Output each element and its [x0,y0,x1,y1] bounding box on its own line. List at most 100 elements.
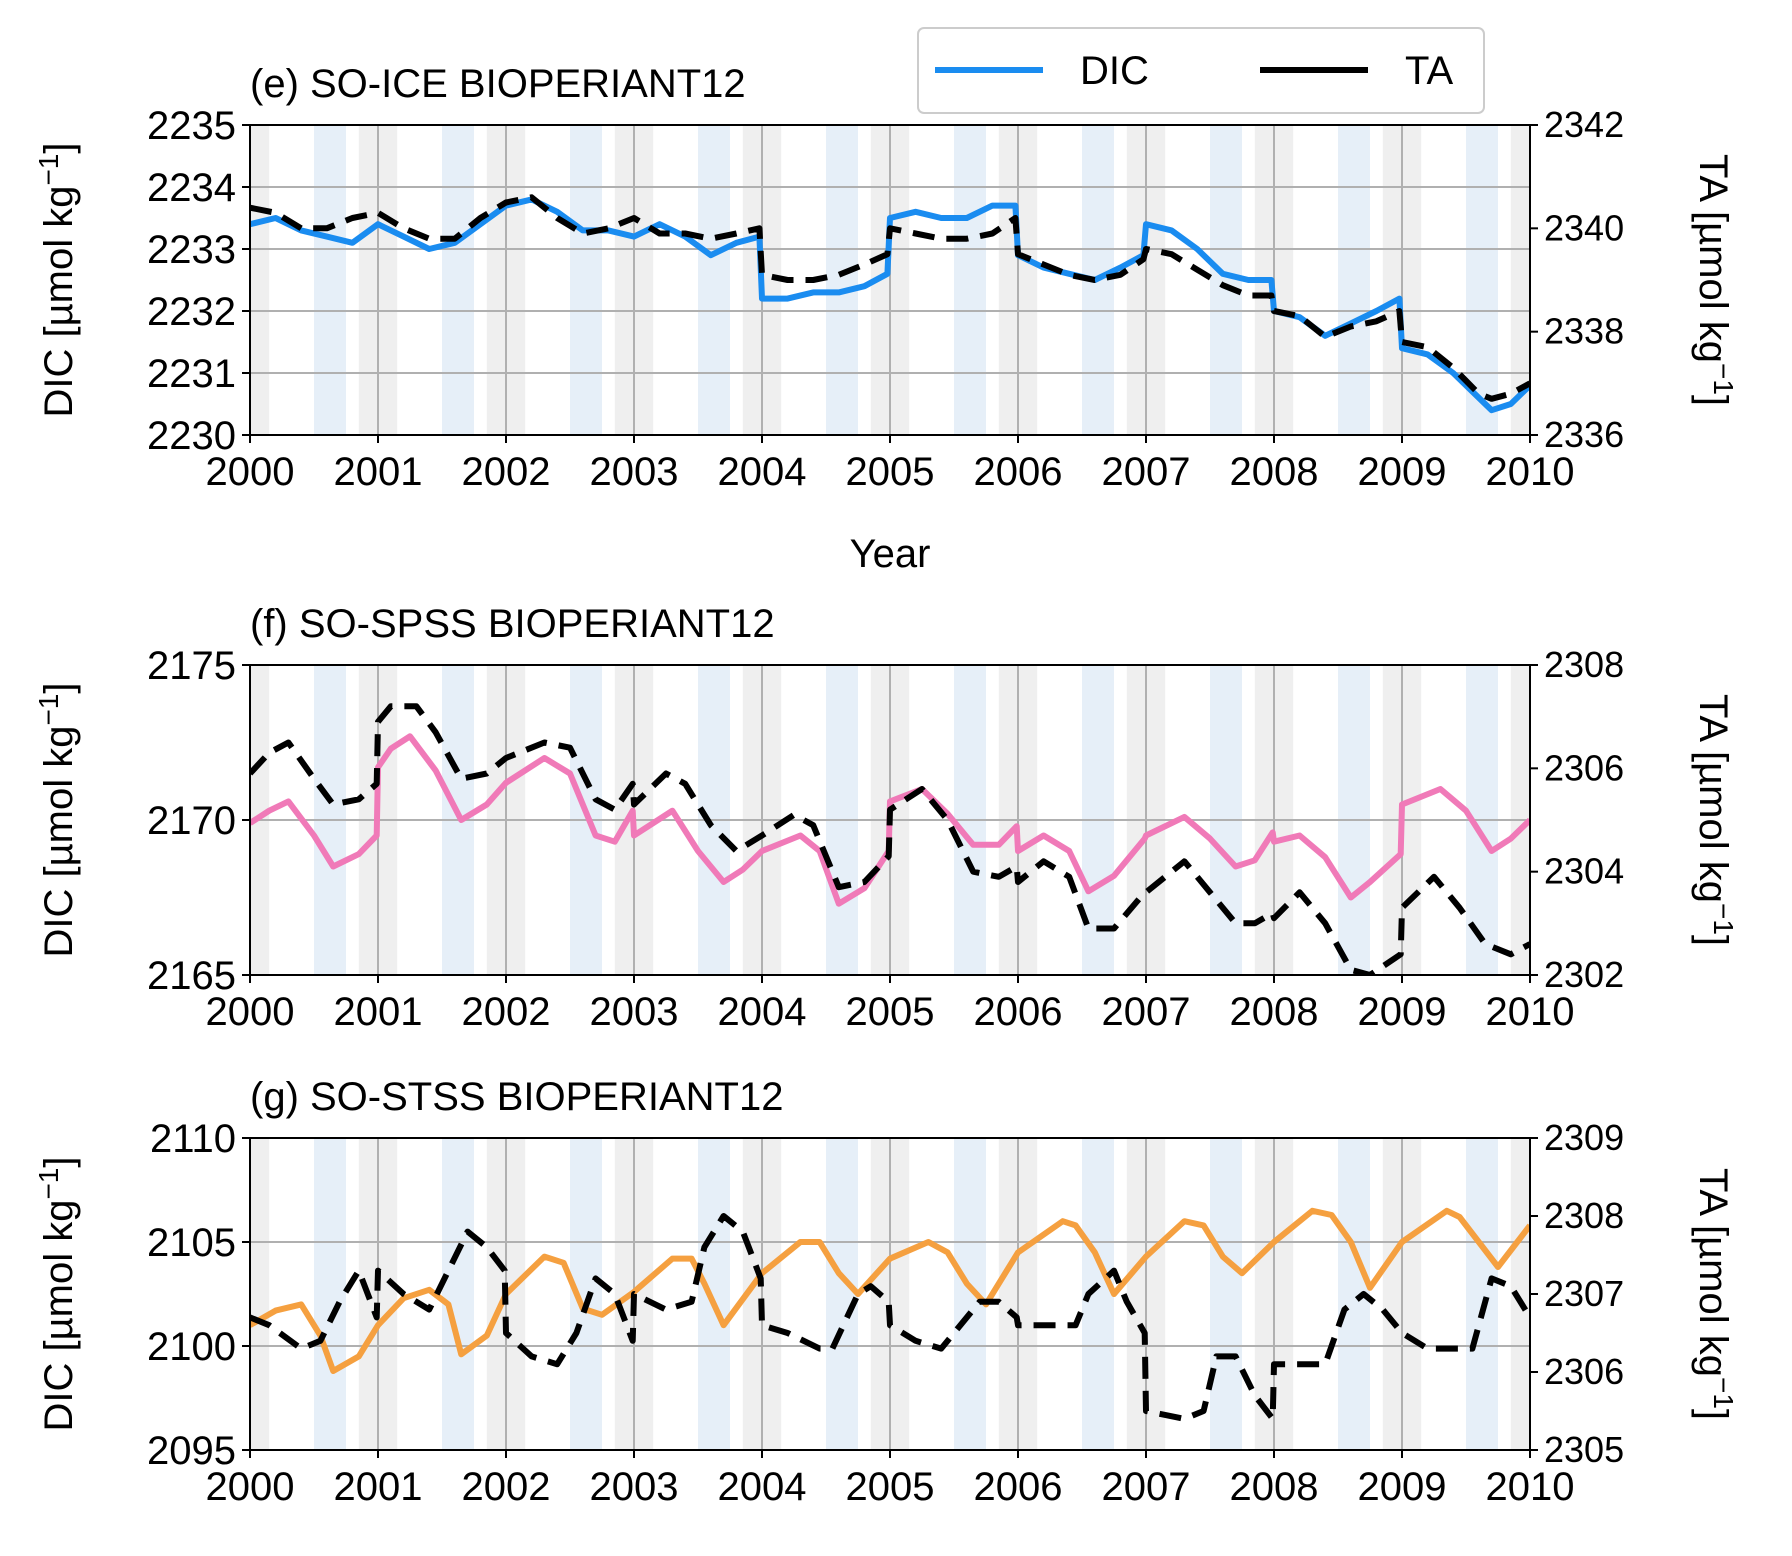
x-tick-label: 2007 [1102,990,1191,1034]
summer-band [1402,1138,1421,1450]
x-tick-label: 2004 [718,990,807,1034]
summer-band [378,125,397,435]
y-left-tick-label: 2170 [147,799,236,843]
y-left-tick-label: 2175 [147,644,236,688]
x-tick-label: 2008 [1230,450,1319,494]
winter-band [698,125,730,435]
panel-g-ylabel-right: TA [µmol kg−1] [1691,1168,1739,1420]
x-tick-label: 2002 [462,990,551,1034]
x-tick-label: 2009 [1358,990,1447,1034]
summer-band [1018,1138,1037,1450]
y-right-tick-label: 2306 [1544,1351,1624,1392]
summer-band [1127,125,1146,435]
winter-band [698,1138,730,1450]
panel-e-xlabel: Year [850,532,931,576]
legend-dic-label: DIC [1080,49,1149,93]
y-left-tick-label: 2105 [147,1221,236,1265]
y-left-tick-label: 2233 [147,228,236,272]
summer-band [615,125,634,435]
summer-band [1274,1138,1293,1450]
y-right-tick-label: 2308 [1544,644,1624,685]
summer-band [762,1138,781,1450]
panel-g: 2000 2001 2002 2003 2004 2005 2006 2007 2008 2009… [33,1075,1739,1509]
summer-band [1018,125,1037,435]
legend: DIC TA [918,28,1484,113]
y-right-tick-label: 2306 [1544,747,1624,788]
x-tick-label: 2005 [846,990,935,1034]
y-left-tick-label: 2165 [147,954,236,998]
x-tick-label: 2003 [590,1465,679,1509]
y-left-tick-label: 2095 [147,1429,236,1473]
summer-band [1402,125,1421,435]
winter-band [1210,1138,1242,1450]
panel-f: 2000 2001 2002 2003 2004 2005 2006 2007 2008 2009… [33,602,1739,1034]
panel-e-ylabel-right: TA [µmol kg−1] [1691,154,1739,406]
x-tick-label: 2006 [974,450,1063,494]
y-right-tick-label: 2338 [1544,311,1624,352]
winter-band [826,1138,858,1450]
x-tick-label: 2008 [1230,1465,1319,1509]
panel-g-title: (g) SO-STSS BIOPERIANT12 [250,1075,783,1119]
summer-band [890,1138,909,1450]
winter-band [1466,1138,1498,1450]
y-left-tick-label: 2231 [147,352,236,396]
x-tick-label: 2007 [1102,1465,1191,1509]
legend-ta-label: TA [1405,49,1453,93]
panel-g-ylabel-left: DIC [µmol kg−1] [33,1156,81,1431]
x-tick-label: 2001 [334,990,423,1034]
summer-band [250,125,269,435]
y-right-tick-label: 2342 [1544,104,1624,145]
summer-band [487,125,506,435]
summer-band [1383,125,1402,435]
x-tick-label: 2010 [1486,1465,1575,1509]
x-tick-label: 2010 [1486,990,1575,1034]
y-left-tick-label: 2234 [147,166,236,210]
winter-band [314,125,346,435]
y-right-tick-label: 2307 [1544,1273,1624,1314]
panel-e-title: (e) SO-ICE BIOPERIANT12 [250,62,746,106]
y-right-tick-label: 2308 [1544,1195,1624,1236]
summer-band [1146,125,1165,435]
x-tick-label: 2010 [1486,450,1575,494]
x-tick-label: 2009 [1358,450,1447,494]
x-tick-label: 2002 [462,450,551,494]
y-right-tick-label: 2340 [1544,207,1624,248]
winter-band [954,1138,986,1450]
winter-band [570,125,602,435]
y-left-tick-label: 2232 [147,290,236,334]
x-tick-label: 2001 [334,1465,423,1509]
summer-band [1274,125,1293,435]
y-left-tick-label: 2100 [147,1325,236,1369]
summer-band [1146,1138,1165,1450]
x-tick-label: 2006 [974,1465,1063,1509]
y-right-tick-label: 2309 [1544,1117,1624,1158]
summer-band [634,1138,653,1450]
summer-band [890,125,909,435]
x-tick-label: 2006 [974,990,1063,1034]
y-right-tick-label: 2336 [1544,414,1624,455]
summer-band [1383,1138,1402,1450]
y-left-tick-label: 2110 [150,1117,236,1161]
winter-band [442,125,474,435]
x-tick-label: 2002 [462,1465,551,1509]
x-tick-label: 2007 [1102,450,1191,494]
y-right-tick-label: 2302 [1544,954,1624,995]
winter-band [314,1138,346,1450]
x-tick-label: 2004 [718,450,807,494]
y-right-tick-label: 2305 [1544,1429,1624,1470]
x-tick-label: 2005 [846,1465,935,1509]
summer-band [359,125,378,435]
x-tick-label: 2005 [846,450,935,494]
summer-band [999,1138,1018,1450]
summer-band [250,1138,269,1450]
panel-f-ylabel-right: TA [µmol kg−1] [1691,694,1739,946]
y-left-tick-label: 2235 [147,104,236,148]
summer-band [999,125,1018,435]
panel-e: 2000 2001 2002 2003 2004 2005 2006 2007 2008 2009… [33,62,1739,576]
x-tick-label: 2009 [1358,1465,1447,1509]
x-tick-label: 2003 [590,990,679,1034]
x-tick-label: 2001 [334,450,423,494]
y-right-tick-label: 2304 [1544,851,1624,892]
panel-f-ylabel-left: DIC [µmol kg−1] [33,682,81,957]
